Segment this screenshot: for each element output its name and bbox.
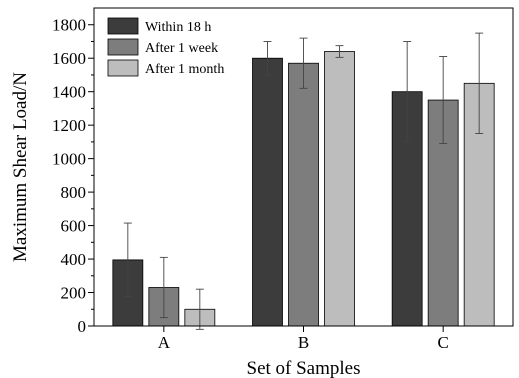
error-bar-a-series-3 bbox=[195, 288, 204, 330]
error-bar-a-series-1 bbox=[123, 222, 132, 298]
y-tick-label-0: 0 bbox=[78, 317, 87, 336]
legend-label-1: Within 18 h bbox=[145, 20, 211, 35]
x-axis-title: Set of Samples bbox=[247, 358, 361, 378]
x-tick-label-b: B bbox=[298, 333, 309, 352]
error-bar-c-series-1 bbox=[403, 41, 412, 143]
legend-item-2: After 1 week bbox=[107, 38, 218, 56]
bar-b-series-1 bbox=[252, 57, 283, 327]
y-axis-title: Maximum Shear Load/N bbox=[10, 72, 31, 262]
error-bar-b-series-1 bbox=[263, 41, 272, 76]
y-tick-label-400: 400 bbox=[61, 250, 87, 269]
legend-label-2: After 1 week bbox=[145, 41, 218, 56]
bars-layer bbox=[112, 51, 495, 327]
legend-swatch-2 bbox=[107, 38, 139, 56]
legend-swatch-1 bbox=[107, 17, 139, 35]
y-tick-label-1600: 1600 bbox=[52, 49, 86, 68]
y-tick-label-1800: 1800 bbox=[52, 16, 86, 35]
legend-item-1: Within 18 h bbox=[107, 17, 211, 35]
y-tick-label-200: 200 bbox=[61, 284, 87, 303]
error-bar-b-series-3 bbox=[335, 45, 344, 58]
axes-layer: A B C 0 200 400 600 800 1000 1200 1400 1600 1800 bbox=[52, 16, 449, 352]
legend-label-3: After 1 month bbox=[145, 62, 224, 77]
y-tick-label-600: 600 bbox=[61, 217, 87, 236]
y-tick-label-1200: 1200 bbox=[52, 116, 86, 135]
legend: Within 18 h After 1 week After 1 month bbox=[107, 17, 224, 77]
error-bar-a-series-2 bbox=[159, 256, 168, 319]
legend-swatch-3 bbox=[107, 59, 139, 77]
y-tick-label-1000: 1000 bbox=[52, 150, 86, 169]
error-bars-layer bbox=[123, 32, 484, 330]
error-bar-c-series-2 bbox=[439, 56, 448, 145]
error-bar-b-series-2 bbox=[299, 37, 308, 89]
bar-b-series-3 bbox=[324, 51, 355, 327]
error-bar-c-series-3 bbox=[475, 32, 484, 134]
y-tick-label-800: 800 bbox=[61, 183, 87, 202]
legend-item-3: After 1 month bbox=[107, 59, 224, 77]
x-tick-label-c: C bbox=[437, 333, 448, 352]
y-tick-label-1400: 1400 bbox=[52, 83, 86, 102]
bar-b-series-2 bbox=[288, 62, 319, 327]
x-tick-label-a: A bbox=[158, 333, 171, 352]
